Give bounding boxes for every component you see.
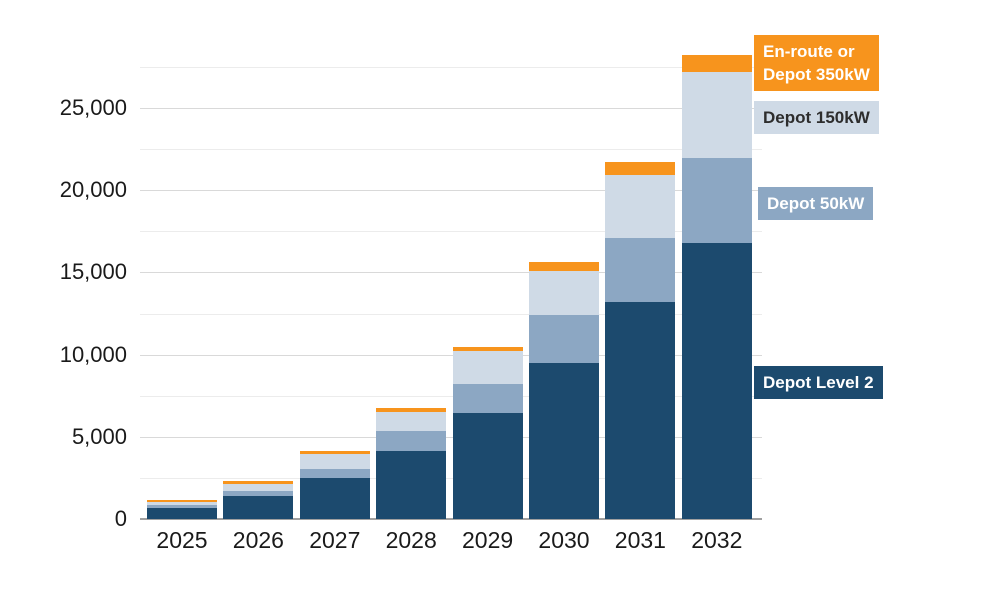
x-axis-label: 2030	[538, 527, 590, 553]
bar-2028-depot-150kw	[376, 411, 447, 432]
bar-2032-depot-level-2	[681, 242, 752, 519]
bar-2032-depot-50kw	[681, 158, 752, 243]
gridline	[140, 477, 762, 479]
bar-2025-depot-50kw	[147, 505, 217, 509]
bar-2031-depot-level-2	[605, 301, 676, 519]
bar-2032-depot-150kw	[681, 71, 752, 159]
gridline	[140, 354, 762, 356]
legend-label-line: Depot 50kW	[767, 194, 865, 213]
bar-2030-depot-50kw	[529, 314, 599, 363]
bar-2027-depot-150kw	[299, 453, 370, 470]
bar-2031-depot-50kw	[605, 238, 676, 302]
bar-2025-depot-150kw	[147, 501, 217, 506]
legend-enroute-depot-350kw: En-route or Depot 350kW	[754, 35, 879, 91]
y-axis-tick-label: 5,000	[71, 423, 127, 449]
y-axis-tick-label: 10,000	[59, 341, 127, 367]
x-axis-label: 2025	[156, 527, 208, 553]
x-axis-label: 2032	[691, 527, 743, 553]
bar-2028-depot-50kw	[376, 431, 447, 452]
legend-label-line: Depot Level 2	[763, 373, 874, 392]
gridline	[140, 231, 762, 233]
legend-label-line: Depot 350kW	[763, 65, 870, 84]
x-axis-label: 2029	[462, 527, 514, 553]
legend-depot-150kw: Depot 150kW	[754, 101, 879, 134]
bar-2028-en-route-or-depot-350kw	[376, 408, 447, 412]
gridline	[140, 190, 762, 192]
y-axis-tick-label: 25,000	[59, 95, 127, 120]
gridline	[140, 436, 762, 438]
bar-2025-en-route-or-depot-350kw	[147, 500, 217, 502]
bar-2026-depot-level-2	[223, 496, 294, 519]
x-axis-baseline	[140, 518, 762, 520]
bar-2027-depot-50kw	[299, 469, 370, 479]
x-axis-label: 2031	[614, 527, 666, 553]
bar-2027-en-route-or-depot-350kw	[299, 450, 370, 454]
gridline	[140, 313, 762, 315]
bar-2027-depot-level-2	[299, 478, 370, 519]
gridline	[140, 149, 762, 151]
gridline	[140, 272, 762, 274]
y-axis-tick-label: 0	[114, 506, 127, 531]
bar-2028-depot-level-2	[376, 451, 447, 519]
bar-2030-depot-level-2	[529, 362, 599, 519]
bar-2026-depot-150kw	[223, 483, 294, 492]
bar-2025-depot-level-2	[147, 508, 217, 519]
bar-2026-depot-50kw	[223, 491, 294, 497]
legend-label-line: En-route or	[763, 42, 855, 61]
legend-label-line: Depot 150kW	[763, 108, 870, 127]
x-axis-label: 2028	[385, 527, 437, 553]
y-axis-tick-label: 20,000	[59, 177, 127, 203]
gridline	[140, 66, 762, 68]
x-axis-label: 2026	[232, 527, 284, 553]
bar-2029-en-route-or-depot-350kw	[452, 347, 523, 352]
bar-2030-depot-150kw	[529, 270, 599, 315]
bar-2029-depot-150kw	[452, 351, 523, 384]
gridline	[140, 395, 762, 397]
bar-2026-en-route-or-depot-350kw	[223, 481, 294, 484]
bar-2029-depot-50kw	[452, 383, 523, 413]
legend-depot-50kw: Depot 50kW	[758, 187, 874, 220]
gridline	[140, 108, 762, 109]
bar-2031-en-route-or-depot-350kw	[605, 161, 676, 176]
bar-2031-depot-150kw	[605, 175, 676, 239]
bar-2032-en-route-or-depot-350kw	[681, 54, 752, 72]
legend-depot-level-2: Depot Level 2	[754, 366, 883, 399]
bar-2029-depot-level-2	[452, 412, 523, 519]
bar-2030-en-route-or-depot-350kw	[529, 261, 599, 271]
x-axis-label: 2027	[309, 527, 361, 553]
y-axis-tick-label: 15,000	[59, 259, 127, 285]
